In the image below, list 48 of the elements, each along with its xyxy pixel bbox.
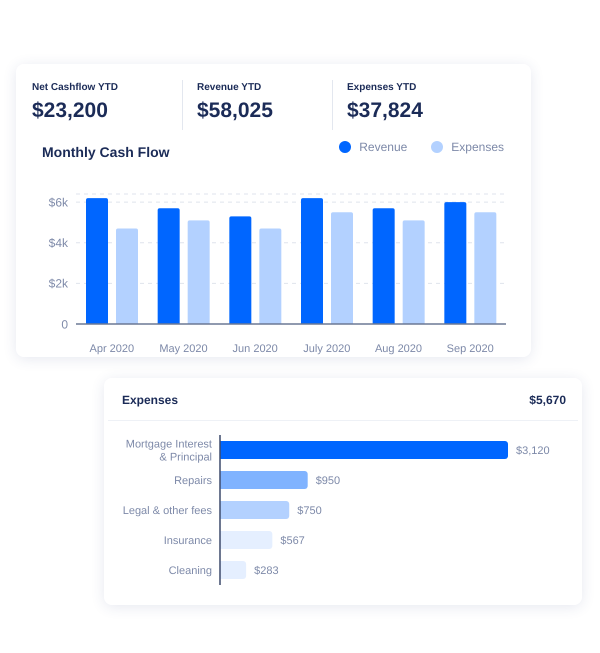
bar [188,220,210,324]
x-tick-label: Apr 2020 [90,342,134,355]
x-tick-label: May 2020 [159,342,208,355]
bar [220,501,290,519]
text: Revenue YTD [197,82,262,93]
x-tick-label: Aug 2020 [374,342,422,355]
data-label: $750 [297,505,322,517]
legend-label: Revenue [359,140,408,154]
bar [259,228,282,324]
y-tick-label: Cleaning [168,565,212,577]
bar [474,212,496,324]
bar [301,198,323,324]
text: $58,025 [197,99,274,123]
y-tick-label: Mortgage Interest & Principal [126,438,212,464]
text: $5,670 [529,393,566,407]
bar [229,216,252,324]
bar [220,441,508,459]
legend-label: Expenses [451,140,504,154]
text: Net Cashflow YTD [32,82,119,93]
bar [86,198,108,324]
y-tick-label: Insurance [164,535,212,547]
data-label: $567 [280,535,305,547]
y-tick-label: Legal & other fees [122,505,212,517]
data-label: $283 [254,565,279,577]
bar [116,228,138,324]
y-tick-label: $6k [48,195,69,210]
bar [158,208,180,324]
chart-title: Expenses [122,393,178,407]
bar [220,471,308,489]
y-tick-label: $2k [48,276,69,291]
text: Expenses YTD [347,82,418,93]
chart-title: Monthly Cash Flow [42,144,170,160]
bar [402,220,425,324]
data-label: $3,120 [516,445,550,457]
bar [444,202,466,324]
text: $23,200 [32,99,109,123]
bar [372,208,395,324]
bar [331,212,353,324]
y-tick-label: $4k [48,236,69,250]
data-label: $950 [316,475,340,487]
y-tick-label: 0 [61,317,68,332]
bar [220,561,246,579]
x-tick-label: July 2020 [303,342,350,355]
x-tick-label: Jun 2020 [232,342,278,355]
x-tick-label: Sep 2020 [446,342,494,355]
text: $37,824 [347,99,424,123]
bar [220,531,272,549]
y-tick-label: Repairs [174,475,212,487]
